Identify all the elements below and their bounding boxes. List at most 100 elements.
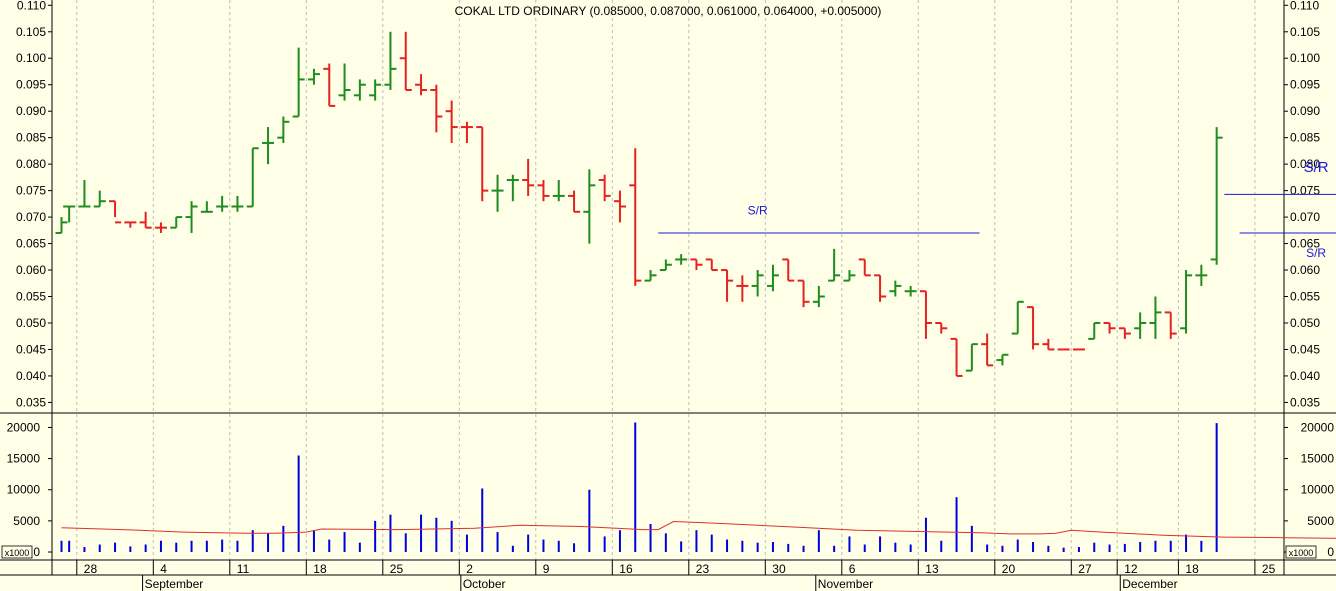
ohlc-bar xyxy=(568,190,581,213)
ohlc-bar xyxy=(843,270,856,282)
ohlc-bar xyxy=(736,275,749,302)
date-tick-labels: 28 4 11 18 25 2 9 16 23 30 6 13 20 27 12 18 25 xyxy=(76,560,1276,576)
ohlc-bar xyxy=(828,248,841,282)
ohlc-bar xyxy=(613,190,626,223)
price-tick-label-right: 0.070 xyxy=(1290,210,1320,224)
price-tick-labels: 0.035 0.035 0.040 0.040 0.045 0.045 0.050 0.050… xyxy=(16,0,1320,409)
ohlc-bar xyxy=(307,68,320,85)
price-tick-label-right: 0.085 xyxy=(1290,131,1320,145)
price-tick-label-right: 0.075 xyxy=(1290,184,1320,198)
ohlc-bar xyxy=(185,201,198,233)
ohlc-bar xyxy=(812,285,825,308)
ohlc-bar xyxy=(889,280,902,297)
ohlc-bar xyxy=(522,158,535,196)
ohlc-bar xyxy=(1088,321,1101,340)
ohlc-bar xyxy=(476,126,489,202)
volume-tick-label-right: 20000 xyxy=(1301,420,1335,434)
price-tick-label-left: 0.040 xyxy=(16,369,46,383)
ohlc-bar xyxy=(1134,312,1147,339)
ohlc-bar xyxy=(78,180,91,208)
ohlc-bar xyxy=(965,343,978,372)
volume-tick-label-left: 20000 xyxy=(7,420,41,434)
ohlc-bar xyxy=(1180,270,1193,334)
ohlc-bar xyxy=(919,290,932,339)
month-label: November xyxy=(818,577,873,591)
ohlc-bar xyxy=(981,333,994,367)
date-tick-label: 18 xyxy=(1185,562,1199,576)
price-tick-label-right: 0.045 xyxy=(1290,342,1320,356)
ohlc-bar xyxy=(996,353,1009,366)
sr-label: S/R xyxy=(1306,246,1326,260)
month-label: September xyxy=(145,577,204,591)
ohlc-bar xyxy=(935,321,948,334)
ohlc-bar xyxy=(1027,306,1040,350)
ohlc-bar xyxy=(399,31,412,92)
ohlc-bar xyxy=(139,211,152,229)
sr-annotations: S/R S/R S/R xyxy=(658,159,1336,260)
date-tick-label: 11 xyxy=(237,562,250,576)
date-tick-label: 27 xyxy=(1078,562,1092,576)
ohlc-bar xyxy=(506,174,519,202)
volume-multiplier-box-left xyxy=(1,545,33,559)
chart-title: COKAL LTD ORDINARY (0.085000, 0.087000, … xyxy=(455,4,882,18)
ohlc-bar xyxy=(460,121,473,143)
ohlc-bar xyxy=(369,79,382,101)
date-tick-label: 30 xyxy=(772,562,786,576)
ohlc-bar xyxy=(109,200,122,224)
ohlc-bar xyxy=(415,74,428,96)
price-tick-label-right: 0.105 xyxy=(1290,25,1320,39)
date-tick-label: 25 xyxy=(1262,562,1276,576)
ohlc-bar xyxy=(1164,311,1177,339)
price-tick-label-right: 0.055 xyxy=(1290,290,1320,304)
price-tick-label-left: 0.085 xyxy=(16,131,46,145)
date-tick-label: 16 xyxy=(619,562,633,576)
price-tick-label-right: 0.040 xyxy=(1290,369,1320,383)
price-tick-label-left: 0.035 xyxy=(16,395,46,409)
date-tick-label: 20 xyxy=(1002,562,1016,576)
ohlc-bar xyxy=(1149,296,1162,339)
ohlc-bar xyxy=(63,205,76,223)
price-tick-label-right: 0.110 xyxy=(1290,0,1319,12)
ohlc-bar xyxy=(231,195,244,212)
price-tick-label-left: 0.045 xyxy=(16,342,46,356)
date-tick-label: 28 xyxy=(84,562,98,576)
price-tick-label-left: 0.050 xyxy=(16,316,46,330)
ohlc-bar xyxy=(1011,300,1024,335)
ohlc-bar xyxy=(262,127,275,165)
price-tick-label-left: 0.110 xyxy=(17,0,46,12)
ohlc-bar xyxy=(583,169,596,244)
ohlc-bar xyxy=(55,217,68,234)
price-tick-label-left: 0.065 xyxy=(16,237,46,251)
ohlc-bar xyxy=(491,174,504,212)
date-tick-label: 25 xyxy=(390,562,404,576)
ohlc-bar xyxy=(552,180,565,202)
price-tick-label-left: 0.060 xyxy=(16,263,46,277)
ohlc-bar xyxy=(1103,321,1116,334)
ohlc-bar xyxy=(705,258,718,272)
price-tick-label-right: 0.035 xyxy=(1290,395,1320,409)
volume-bars xyxy=(60,422,1218,552)
volume-tick-labels: 0 0 5000 5000 10000 10000 15000 15000 20000 20000 xyxy=(7,420,1335,559)
price-tick-label-left: 0.080 xyxy=(16,157,46,171)
month-label: October xyxy=(463,577,506,591)
price-tick-label-left: 0.100 xyxy=(16,51,46,65)
ohlc-bar xyxy=(950,337,963,377)
price-tick-label-left: 0.105 xyxy=(16,25,46,39)
ohlc-bar xyxy=(874,274,887,302)
ohlc-bar xyxy=(598,174,611,202)
month-band-background xyxy=(0,575,1336,591)
volume-tick-label-left: 0 xyxy=(33,545,40,559)
date-tick-label: 23 xyxy=(696,562,710,576)
ohlc-bar xyxy=(200,201,213,213)
date-tick-label: 12 xyxy=(1124,562,1138,576)
month-labels: September October November December xyxy=(142,575,1178,591)
volume-moving-average-line xyxy=(61,520,1336,539)
price-tick-label-right: 0.050 xyxy=(1290,316,1320,330)
price-tick-label-left: 0.095 xyxy=(16,78,46,92)
price-tick-label-right: 0.100 xyxy=(1290,51,1320,65)
ohlc-bar xyxy=(246,147,259,208)
date-tick-label: 2 xyxy=(466,562,473,576)
ohlc-bar xyxy=(338,63,351,101)
